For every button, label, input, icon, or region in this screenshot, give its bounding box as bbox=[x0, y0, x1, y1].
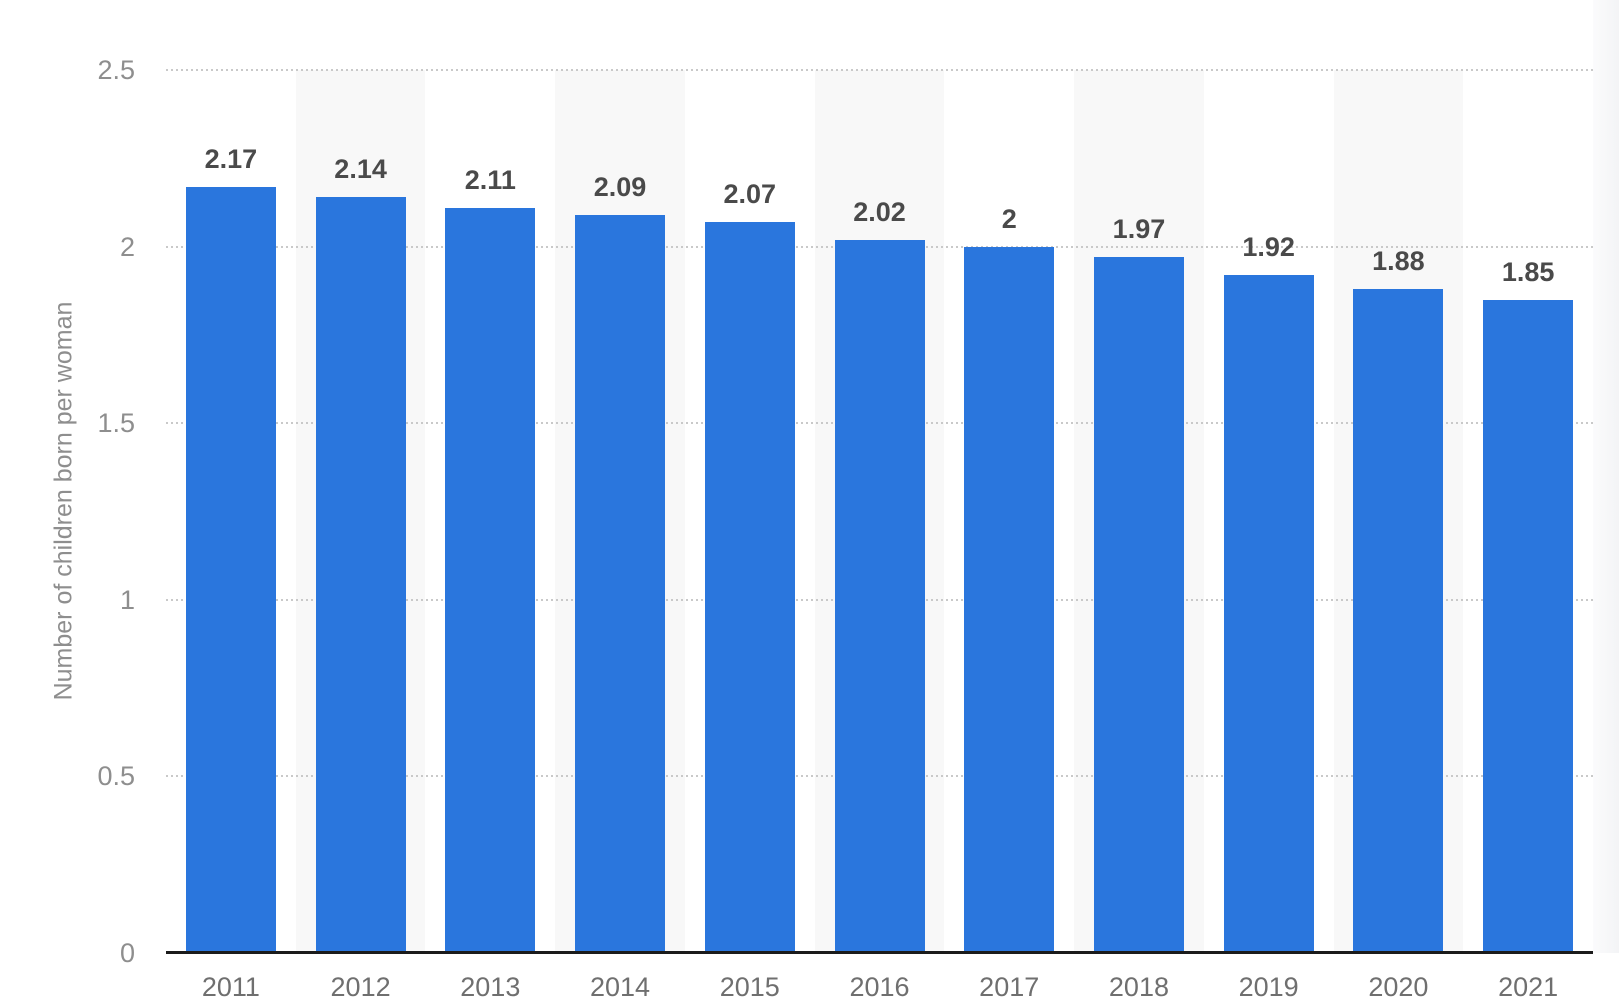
x-axis-line bbox=[166, 951, 1593, 954]
bar-2020[interactable] bbox=[1353, 288, 1444, 953]
bar-2016[interactable] bbox=[834, 239, 925, 953]
y-axis-title: Number of children born per woman bbox=[49, 301, 78, 701]
y-tick-label-1.5: 1.5 bbox=[97, 408, 135, 439]
x-tick-label-2018: 2018 bbox=[1108, 972, 1169, 1002]
x-tick-label-2017: 2017 bbox=[979, 972, 1040, 1002]
bar-value-label-2020: 1.88 bbox=[1372, 245, 1425, 276]
bar-value-label-2018: 1.97 bbox=[1112, 214, 1166, 245]
x-tick-label-2011: 2011 bbox=[201, 972, 260, 1002]
bar-value-label-2011: 2.17 bbox=[204, 143, 258, 174]
bar-2021[interactable] bbox=[1483, 299, 1574, 953]
bar-2018[interactable] bbox=[1093, 257, 1184, 953]
bar-value-label-2019: 1.92 bbox=[1242, 231, 1295, 262]
bar-2011[interactable] bbox=[185, 186, 276, 953]
bar-value-label-2021: 1.85 bbox=[1501, 256, 1555, 287]
bar-value-label-2014: 2.09 bbox=[593, 171, 647, 202]
bar-2015[interactable] bbox=[704, 221, 795, 953]
bar-value-label-2016: 2.02 bbox=[853, 196, 906, 227]
bar-2013[interactable] bbox=[445, 207, 536, 953]
x-tick-label-2013: 2013 bbox=[460, 972, 521, 1002]
y-tick-label-1: 1 bbox=[119, 584, 135, 615]
edge-band bbox=[1593, 0, 1619, 953]
x-tick-label-2014: 2014 bbox=[589, 972, 651, 1002]
x-tick-label-2019: 2019 bbox=[1238, 972, 1299, 1002]
bar-value-label-2013: 2.11 bbox=[464, 164, 516, 195]
bar-value-label-2015: 2.07 bbox=[723, 178, 777, 209]
bar-2017[interactable] bbox=[964, 246, 1055, 953]
x-tick-label-2015: 2015 bbox=[719, 972, 780, 1002]
bar-2019[interactable] bbox=[1223, 274, 1314, 953]
x-tick-label-2016: 2016 bbox=[849, 972, 910, 1002]
x-tick-label-2021: 2021 bbox=[1498, 972, 1559, 1002]
bar-value-label-2012: 2.14 bbox=[334, 154, 387, 185]
x-tick-label-2012: 2012 bbox=[330, 972, 391, 1002]
bar-2014[interactable] bbox=[575, 214, 666, 953]
x-tick-label-2020: 2020 bbox=[1368, 972, 1429, 1002]
y-tick-label-0.5: 0.5 bbox=[97, 761, 135, 792]
bar-2012[interactable] bbox=[315, 197, 406, 953]
gridline-2.5 bbox=[166, 69, 1593, 71]
bar-value-label-2017: 2 bbox=[1001, 203, 1017, 234]
y-tick-label-2.5: 2.5 bbox=[97, 55, 135, 85]
y-tick-label-2: 2 bbox=[119, 231, 135, 262]
y-tick-label-0: 0 bbox=[119, 938, 135, 968]
